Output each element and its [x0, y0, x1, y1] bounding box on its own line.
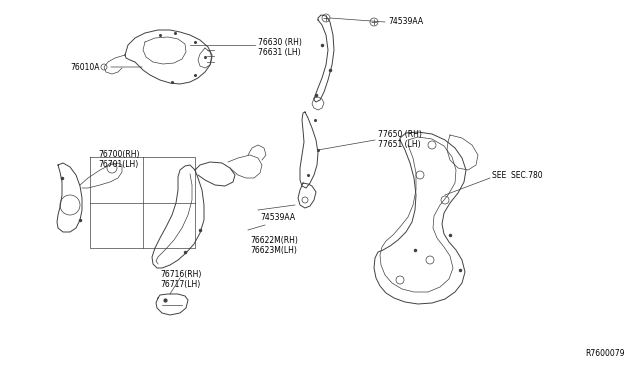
Text: 76622M(RH): 76622M(RH): [250, 235, 298, 244]
Text: 74539AA: 74539AA: [388, 17, 423, 26]
Text: SEE  SEC.780: SEE SEC.780: [492, 170, 543, 180]
Text: 76717(LH): 76717(LH): [160, 280, 200, 289]
Text: 74539AA: 74539AA: [260, 214, 295, 222]
Text: 76631 (LH): 76631 (LH): [258, 48, 301, 57]
Text: 76700(RH): 76700(RH): [98, 151, 140, 160]
Text: 77651 (LH): 77651 (LH): [378, 141, 420, 150]
Text: 76623M(LH): 76623M(LH): [250, 246, 297, 254]
Text: 76630 (RH): 76630 (RH): [258, 38, 302, 46]
Text: R7600079: R7600079: [586, 349, 625, 358]
Text: 76701(LH): 76701(LH): [98, 160, 138, 169]
Text: 76716(RH): 76716(RH): [160, 270, 202, 279]
Text: 77650 (RH): 77650 (RH): [378, 131, 422, 140]
Text: 76010A: 76010A: [70, 62, 99, 71]
